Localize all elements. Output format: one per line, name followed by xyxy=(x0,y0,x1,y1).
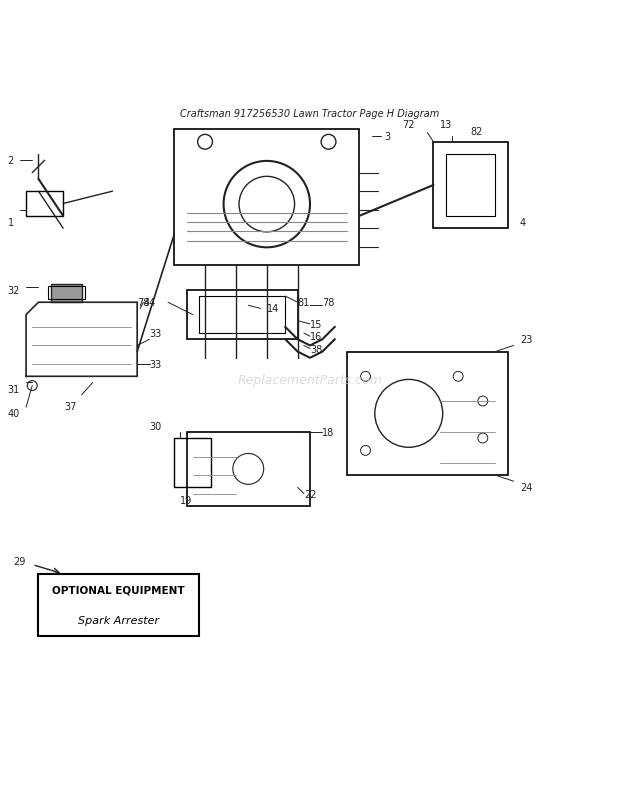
Text: 13: 13 xyxy=(440,120,452,130)
Bar xyxy=(174,438,211,487)
Text: 44: 44 xyxy=(143,298,156,308)
Text: 33: 33 xyxy=(149,360,162,369)
Text: 22: 22 xyxy=(304,489,316,499)
Text: 72: 72 xyxy=(402,120,415,130)
Text: 32: 32 xyxy=(7,286,20,296)
Bar xyxy=(51,284,82,303)
Text: 30: 30 xyxy=(149,421,162,431)
Text: 19: 19 xyxy=(180,495,193,505)
Text: Spark Arrester: Spark Arrester xyxy=(78,615,159,626)
Text: 31: 31 xyxy=(7,384,20,394)
Bar xyxy=(446,155,495,217)
Bar xyxy=(347,353,508,475)
Text: OPTIONAL EQUIPMENT: OPTIONAL EQUIPMENT xyxy=(52,585,185,594)
Text: 16: 16 xyxy=(310,332,322,342)
Text: 40: 40 xyxy=(7,409,20,419)
Bar xyxy=(187,291,298,340)
Text: 3: 3 xyxy=(384,132,390,141)
Text: Craftsman 917256530 Lawn Tractor Page H Diagram: Craftsman 917256530 Lawn Tractor Page H … xyxy=(180,108,440,119)
Bar xyxy=(26,192,63,217)
Bar xyxy=(199,296,285,334)
Text: 1: 1 xyxy=(7,218,14,228)
Text: 38: 38 xyxy=(310,344,322,354)
Text: 82: 82 xyxy=(471,126,483,137)
Bar xyxy=(38,574,199,636)
Text: 2: 2 xyxy=(7,156,14,166)
Text: 4: 4 xyxy=(520,218,526,228)
Text: 33: 33 xyxy=(149,328,162,339)
Bar xyxy=(174,130,360,266)
Text: ReplacementParts.com: ReplacementParts.com xyxy=(237,373,383,386)
Text: 78: 78 xyxy=(137,298,149,308)
Text: 24: 24 xyxy=(520,483,532,493)
Text: 23: 23 xyxy=(520,335,532,344)
Text: 81: 81 xyxy=(298,298,310,308)
Text: 29: 29 xyxy=(14,556,26,567)
Text: 78: 78 xyxy=(322,298,335,308)
Bar xyxy=(48,286,85,300)
Text: 14: 14 xyxy=(267,304,279,314)
Bar xyxy=(187,432,310,507)
Bar xyxy=(433,143,508,229)
Text: 18: 18 xyxy=(322,427,335,438)
Text: 37: 37 xyxy=(64,402,77,411)
Text: 15: 15 xyxy=(310,320,322,329)
